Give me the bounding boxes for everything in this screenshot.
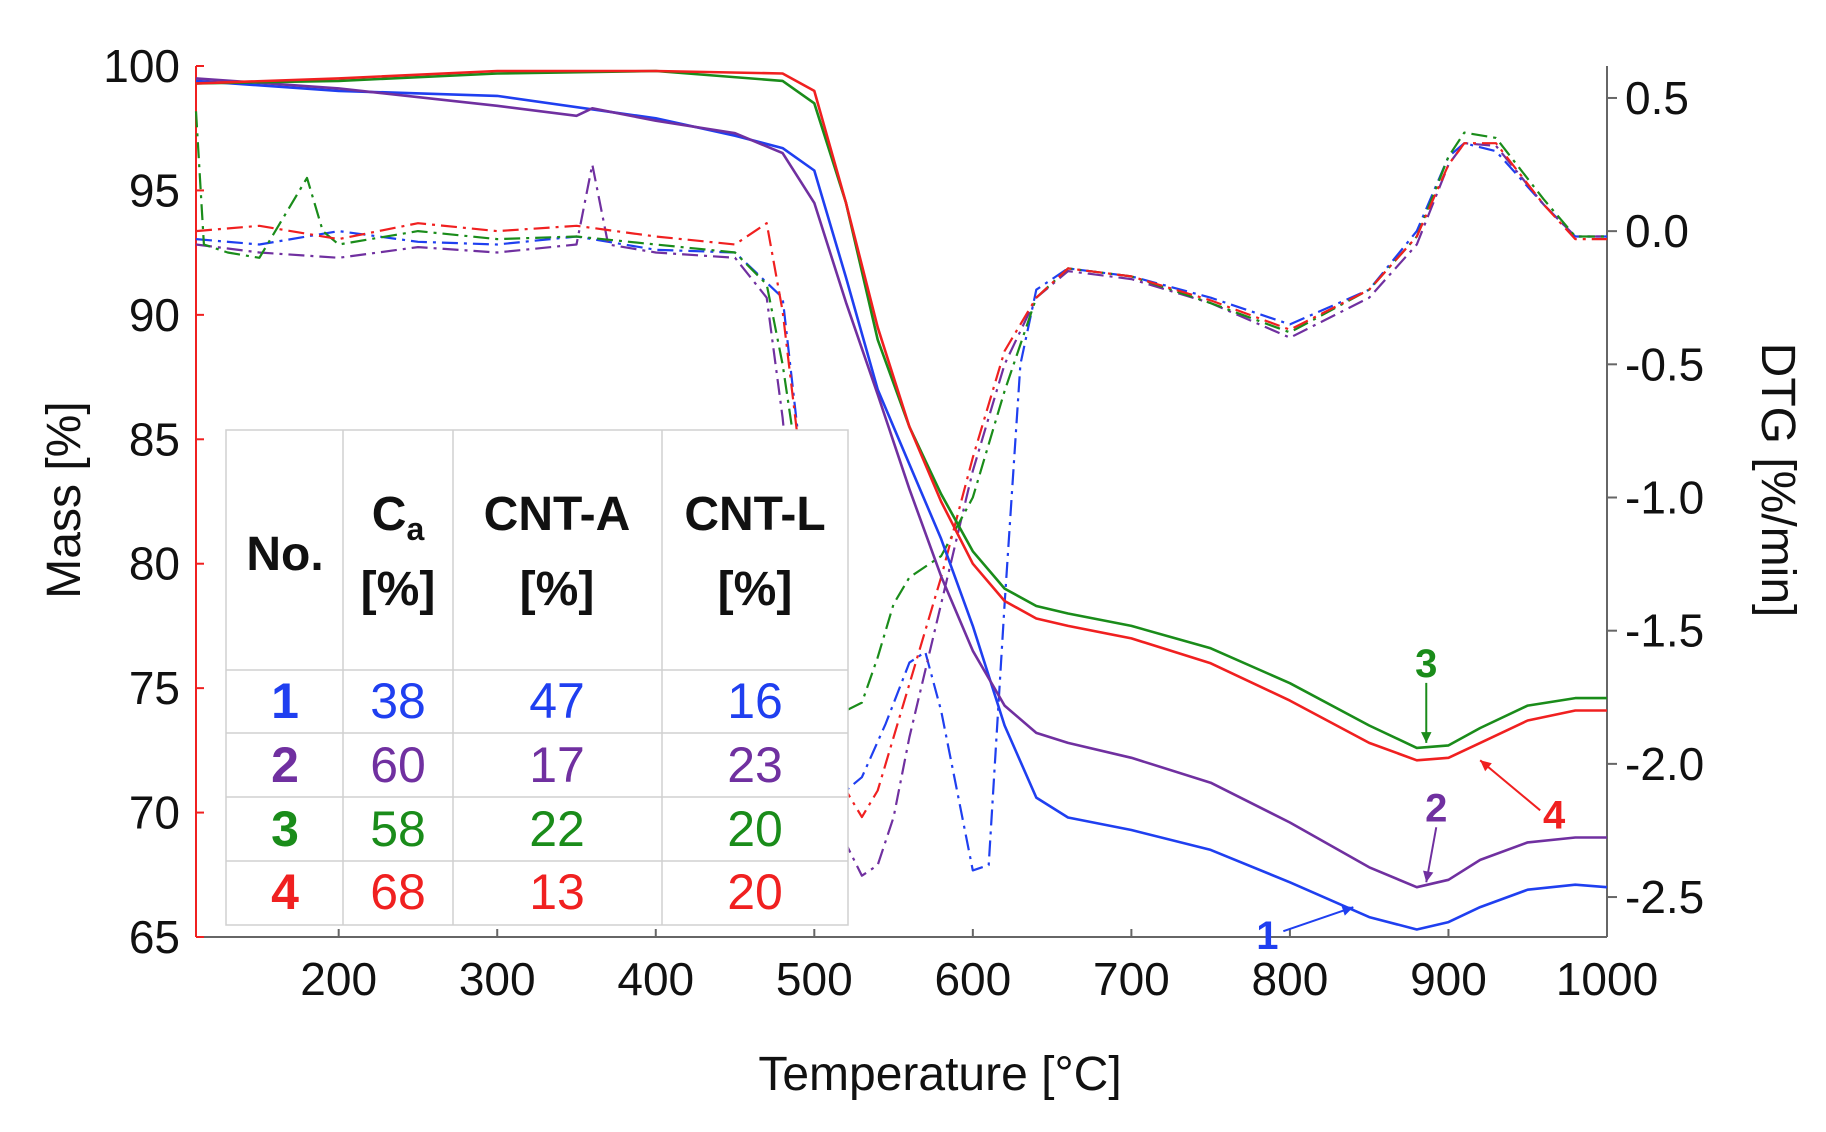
legend-header-ca-sub: a — [406, 511, 424, 547]
mass-series-1 — [195, 79, 1608, 931]
annotation-layer: 1 2 3 4 — [1256, 642, 1566, 958]
x-axis-ticks: 200 300 400 500 600 700 800 900 1000 — [300, 929, 1658, 1005]
annotation-label: 2 — [1425, 786, 1447, 830]
y-tick-label: 75 — [129, 662, 180, 714]
legend-header-cnta-unit: [%] — [520, 563, 595, 616]
legend-header-no: No. — [246, 528, 323, 581]
y2-axis-label: DTG [%/min] — [1751, 343, 1804, 618]
x-tick-label: 900 — [1410, 953, 1487, 1005]
legend-cell-no: 1 — [271, 673, 299, 729]
legend-header-cntl-unit: [%] — [718, 563, 793, 616]
legend-header-ca: Ca — [372, 488, 425, 547]
annotation-label: 4 — [1543, 793, 1566, 837]
legend-cell-no: 2 — [271, 737, 299, 793]
x-axis-label: Temperature [°C] — [758, 1048, 1121, 1101]
y-tick-label: 95 — [129, 164, 180, 216]
annotation-arrowhead — [1423, 870, 1434, 883]
dtg-series-3 — [194, 111, 1607, 712]
y-axis-ticks: 65 70 75 80 85 90 95 100 — [103, 40, 204, 963]
y-axis-label: Mass [%] — [38, 401, 91, 598]
x-tick-label: 1000 — [1556, 953, 1658, 1005]
dtg-series-4 — [195, 142, 1607, 819]
y-tick-label: 90 — [129, 289, 180, 341]
y-tick-label: 100 — [103, 40, 180, 92]
y2-tick-label: -2.5 — [1625, 871, 1704, 923]
series-layer — [194, 69, 1608, 931]
annotation-arrow — [1479, 759, 1541, 812]
x-tick-label: 400 — [617, 953, 694, 1005]
annotation-arrow — [1283, 906, 1354, 933]
x-tick-label: 500 — [776, 953, 853, 1005]
legend-table-bg — [225, 429, 849, 926]
annotation-arrowhead — [1341, 905, 1354, 916]
x-tick-label: 300 — [459, 953, 536, 1005]
annotation-label: 1 — [1256, 914, 1278, 958]
dtg-series-2 — [195, 142, 1607, 877]
legend-header-cntl: CNT-L — [684, 488, 825, 541]
y-tick-label: 70 — [129, 787, 180, 839]
mass-series-3 — [195, 69, 1607, 750]
y2-tick-label: 0.0 — [1625, 205, 1689, 257]
annotation-label: 3 — [1415, 642, 1437, 686]
mass-series-4 — [195, 69, 1607, 762]
y2-tick-label: -0.5 — [1625, 338, 1704, 390]
x-tick-label: 700 — [1093, 953, 1170, 1005]
legend-cell-cntl: 20 — [727, 801, 783, 857]
legend-cell-no: 4 — [271, 864, 299, 920]
legend-cell-cnta: 47 — [529, 673, 585, 729]
legend-cell-cnta: 13 — [529, 864, 585, 920]
y2-axis-ticks: -2.5 -2.0 -1.5 -1.0 -0.5 0.0 0.5 — [1607, 72, 1704, 923]
legend-cell-no: 3 — [271, 801, 299, 857]
annotation-arrowhead — [1421, 732, 1432, 743]
legend-cell-cnta: 22 — [529, 801, 585, 857]
dtg-series-1 — [195, 142, 1607, 872]
legend-table: No. Ca [%] CNT-A [%] CNT-L [%] 1 38 47 16 2 6… — [225, 429, 849, 926]
legend-cell-ca: 60 — [370, 737, 426, 793]
y-tick-label: 85 — [129, 413, 180, 465]
mass-series-2 — [195, 77, 1607, 889]
y-tick-label: 65 — [129, 911, 180, 963]
y2-tick-label: -1.5 — [1625, 605, 1704, 657]
x-tick-label: 600 — [934, 953, 1011, 1005]
x-tick-label: 200 — [300, 953, 377, 1005]
legend-cell-cntl: 16 — [727, 673, 783, 729]
x-tick-label: 800 — [1252, 953, 1329, 1005]
y-tick-label: 80 — [129, 538, 180, 590]
legend-cell-cntl: 20 — [727, 864, 783, 920]
legend-header-ca-unit: [%] — [361, 563, 436, 616]
y2-tick-label: -1.0 — [1625, 472, 1704, 524]
legend-cell-ca: 68 — [370, 864, 426, 920]
legend-cell-cntl: 23 — [727, 737, 783, 793]
legend-header-ca-main: C — [372, 488, 407, 541]
legend-rows: 1 38 47 16 2 60 17 23 3 58 22 20 4 68 13 20 — [271, 673, 783, 920]
y2-tick-label: -2.0 — [1625, 738, 1704, 790]
y2-tick-label: 0.5 — [1625, 72, 1689, 124]
legend-header-cnta: CNT-A — [484, 488, 631, 541]
legend-cell-ca: 58 — [370, 801, 426, 857]
annotation-arrowhead — [1480, 760, 1492, 772]
legend-cell-ca: 38 — [370, 673, 426, 729]
legend-cell-cnta: 17 — [529, 737, 585, 793]
